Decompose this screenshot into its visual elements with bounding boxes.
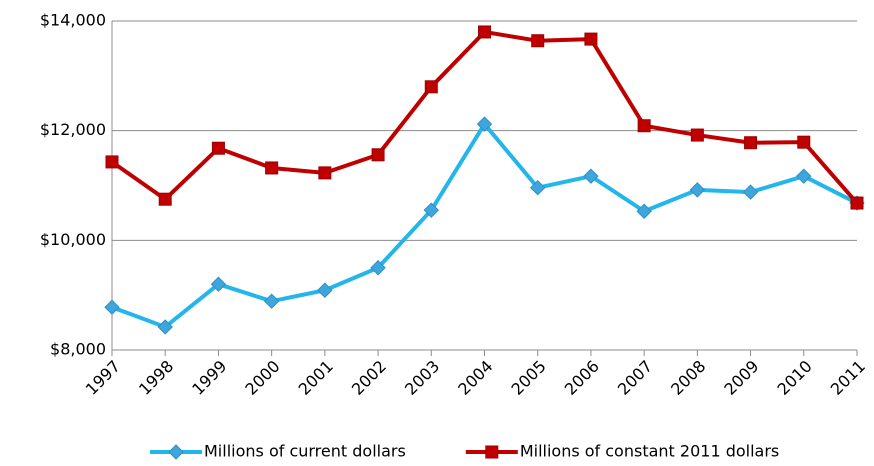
marker (158, 192, 172, 206)
marker (797, 135, 811, 149)
marker (636, 203, 652, 219)
marker (690, 128, 704, 142)
marker (742, 184, 759, 200)
legend-marker (485, 445, 499, 459)
marker (424, 80, 438, 94)
marker (531, 34, 545, 48)
marker (211, 141, 225, 155)
marker (318, 166, 332, 180)
x-tick-label: 1998 (135, 357, 177, 399)
x-tick-label: 2009 (720, 357, 762, 399)
marker (317, 282, 333, 298)
legend-label: Millions of current dollars (204, 442, 406, 461)
x-tick-label: 2007 (614, 357, 656, 399)
x-tick-label: 2002 (348, 357, 390, 399)
marker (371, 148, 385, 162)
marker (530, 179, 546, 196)
x-tick-label: 2004 (454, 357, 496, 399)
x-tick-label: 2011 (827, 357, 869, 399)
marker (478, 25, 491, 39)
marker (796, 168, 812, 184)
legend-label: Millions of constant 2011 dollars (520, 442, 779, 461)
marker (423, 202, 439, 218)
marker (744, 136, 758, 150)
marker (104, 299, 120, 315)
x-tick-label: 2006 (561, 357, 603, 399)
x-tick-label: 2005 (507, 357, 549, 399)
marker (263, 293, 280, 309)
y-tick-label: $10,000 (40, 230, 106, 249)
marker (637, 119, 651, 133)
y-tick-label: $8,000 (50, 340, 106, 359)
x-tick-label: 1999 (188, 357, 230, 399)
y-tick-label: $14,000 (40, 11, 106, 30)
marker (370, 260, 386, 276)
marker (210, 276, 227, 292)
marker (265, 161, 279, 175)
x-tick-label: 2000 (241, 357, 283, 399)
marker (584, 32, 598, 46)
marker (689, 182, 706, 198)
x-tick-label: 1997 (82, 357, 124, 399)
x-tick-label: 2008 (667, 357, 709, 399)
x-tick-label: 2010 (774, 357, 816, 399)
y-tick-label: $12,000 (40, 120, 106, 139)
legend: Millions of current dollars Millions of c… (150, 442, 779, 461)
marker (105, 155, 119, 169)
marker (850, 196, 864, 210)
marker (476, 116, 493, 132)
marker (157, 319, 173, 335)
legend-marker (168, 444, 184, 460)
x-tick-label: 2003 (401, 357, 443, 399)
x-tick-label: 2001 (295, 357, 337, 399)
marker (583, 168, 599, 184)
